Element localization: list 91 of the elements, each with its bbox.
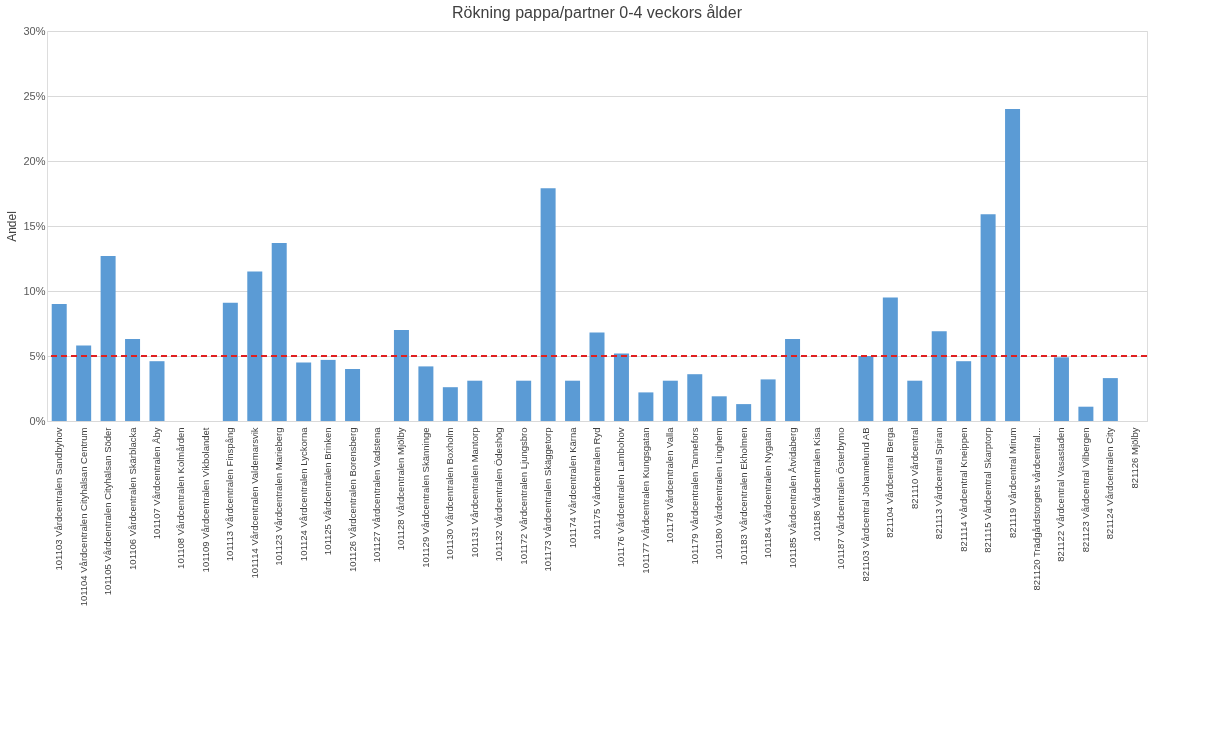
x-tick-label: 101103 Vårdcentralen Sandbyhov <box>53 427 65 571</box>
x-tick-label: 101108 Vårdcentralen Kolmården <box>175 427 187 569</box>
bar <box>125 339 141 421</box>
bar <box>565 380 581 421</box>
bar <box>785 339 801 421</box>
bar <box>980 214 996 421</box>
x-tick-label: 101174 Vårdcentralen Kärna <box>566 426 578 549</box>
x-tick-label: 101187 Vårdcentralen Österbymo <box>835 427 847 570</box>
bar <box>271 242 287 421</box>
x-tick-label: 101127 Vårdcentralen Vadstena <box>371 426 382 563</box>
bar <box>393 330 409 421</box>
bar <box>662 380 678 421</box>
bar <box>1053 357 1069 421</box>
bar <box>516 380 532 421</box>
bar <box>638 392 654 421</box>
x-tick-label: 101184 Vårdcentralen Nygatan <box>762 427 774 559</box>
x-tick-label: 101124 Vårdcentralen Lyckorna <box>297 426 309 562</box>
x-tick-label: 821120 Trädgårdstorgets vårdcentral... <box>1031 427 1042 591</box>
x-tick-label: 821126 Mjölby <box>1128 427 1140 489</box>
bar <box>711 396 727 421</box>
y-tick-label: 25% <box>23 89 46 102</box>
x-tick-label: 821123 Vårdcentral Vilbergen <box>1079 427 1091 553</box>
bar <box>100 255 116 421</box>
bar <box>736 404 752 421</box>
y-tick-label: 30% <box>23 24 46 37</box>
x-tick-label: 101107 Vårdcentralen Åby <box>151 427 162 540</box>
x-tick-label: 101109 Vårdcentralen Vikbolandet <box>199 427 211 573</box>
bar <box>760 379 776 421</box>
x-tick-label: 101125 Vårdcentralen Brinken <box>322 427 334 556</box>
x-tick-label: 101106 Vårdcentralen Skärblacka <box>126 426 138 570</box>
x-tick-label: 821124 Vårdcentralen City <box>1104 427 1116 540</box>
x-tick-label: 821114 Vårdcentral Kneippen <box>957 427 969 552</box>
x-tick-label: 101131 Vårdcentralen Mantorp <box>468 427 480 558</box>
bar <box>345 369 361 421</box>
bar <box>418 366 434 421</box>
x-tick-label: 101186 Vårdcentralen Kisa <box>811 426 822 542</box>
x-tick-label: 101180 Vårdcentralen Linghem <box>713 427 725 560</box>
bar <box>882 297 898 421</box>
x-tick-label: 821104 Vårdcentral Berga <box>884 426 896 538</box>
y-tick-label: 15% <box>23 219 46 232</box>
x-tick-label: 101177 Vårdcentralen Kungsgatan <box>639 427 651 574</box>
x-tick-label: 101105 Vårdcentralen Cityhälsan Söder <box>102 427 114 596</box>
x-tick-label: 101179 Vårdcentralen Tannefors <box>688 427 700 565</box>
x-tick-label: 101123 Vårdcentralen Marieberg <box>273 427 285 566</box>
bar <box>1102 378 1118 421</box>
x-tick-label: 101175 Vårdcentralen Ryd <box>591 427 602 540</box>
bar <box>540 188 556 421</box>
x-tick-label: 101176 Vårdcentralen Lambohov <box>615 427 627 568</box>
x-tick-label: 101104 Vårdcentralen Cityhälsan Centrum <box>77 427 89 607</box>
x-tick-label: 101129 Vårdcentralen Skänninge <box>419 427 431 568</box>
x-tick-label: 821115 Vårdcentral Skarptorp <box>982 427 994 553</box>
x-tick-label: 821110 Vårdcentral <box>908 427 920 510</box>
y-tick-label: 0% <box>29 414 46 427</box>
x-tick-label: 101173 Vårdcentralen Skäggetorp <box>542 427 554 572</box>
bar <box>1005 109 1021 421</box>
x-tick-label: 101178 Vårdcentralen Valla <box>664 426 676 544</box>
x-tick-label: 821103 Vårdcentral Johannelund AB <box>859 427 871 582</box>
x-tick-label: 101172 Vårdcentralen Ljungsbro <box>517 427 529 565</box>
bar <box>931 331 947 421</box>
bar <box>907 380 923 421</box>
bar <box>467 380 483 421</box>
bar <box>76 345 92 421</box>
y-axis-title: Andel <box>5 211 20 242</box>
x-tick-label: 101130 Vårdcentralen Boxholm <box>444 427 456 560</box>
bar <box>687 374 703 421</box>
x-tick-label: 101126 Vårdcentralen Borensberg <box>346 427 358 573</box>
x-tick-label: 101185 Vårdcentralen Åtvidaberg <box>786 427 798 569</box>
x-tick-label: 101114 Vårdcentralen Valdemarsvik <box>248 427 260 579</box>
bar <box>247 271 263 421</box>
bar <box>222 302 238 421</box>
x-tick-label: 101183 Vårdcentralen Ekholmen <box>737 427 749 566</box>
bar <box>589 332 605 421</box>
x-tick-label: 101128 Vårdcentralen Mjölby <box>395 427 407 551</box>
x-tick-label: 821119 Vårdcentral Mirum <box>1006 427 1018 539</box>
bar <box>149 361 165 421</box>
bar <box>613 353 629 421</box>
chart-title: Rökning pappa/partner 0-4 veckors ålder <box>452 4 743 21</box>
x-tick-label: 821113 Vårdcentral Spiran <box>933 427 945 540</box>
bar <box>442 387 458 421</box>
bar <box>320 359 336 421</box>
x-tick-label: 101113 Vårdcentralen Finspång <box>224 427 236 562</box>
bar <box>296 362 312 421</box>
y-tick-label: 5% <box>29 349 46 362</box>
y-tick-label: 10% <box>23 284 46 297</box>
bar <box>858 356 874 421</box>
x-tick-label: 101132 Vårdcentralen Ödeshög <box>493 427 505 562</box>
y-tick-label: 20% <box>23 154 46 167</box>
bar <box>956 361 972 421</box>
bar <box>1078 406 1094 421</box>
x-tick-label: 821122 Vårdcentral Vasastaden <box>1055 427 1067 562</box>
bar <box>51 304 67 421</box>
